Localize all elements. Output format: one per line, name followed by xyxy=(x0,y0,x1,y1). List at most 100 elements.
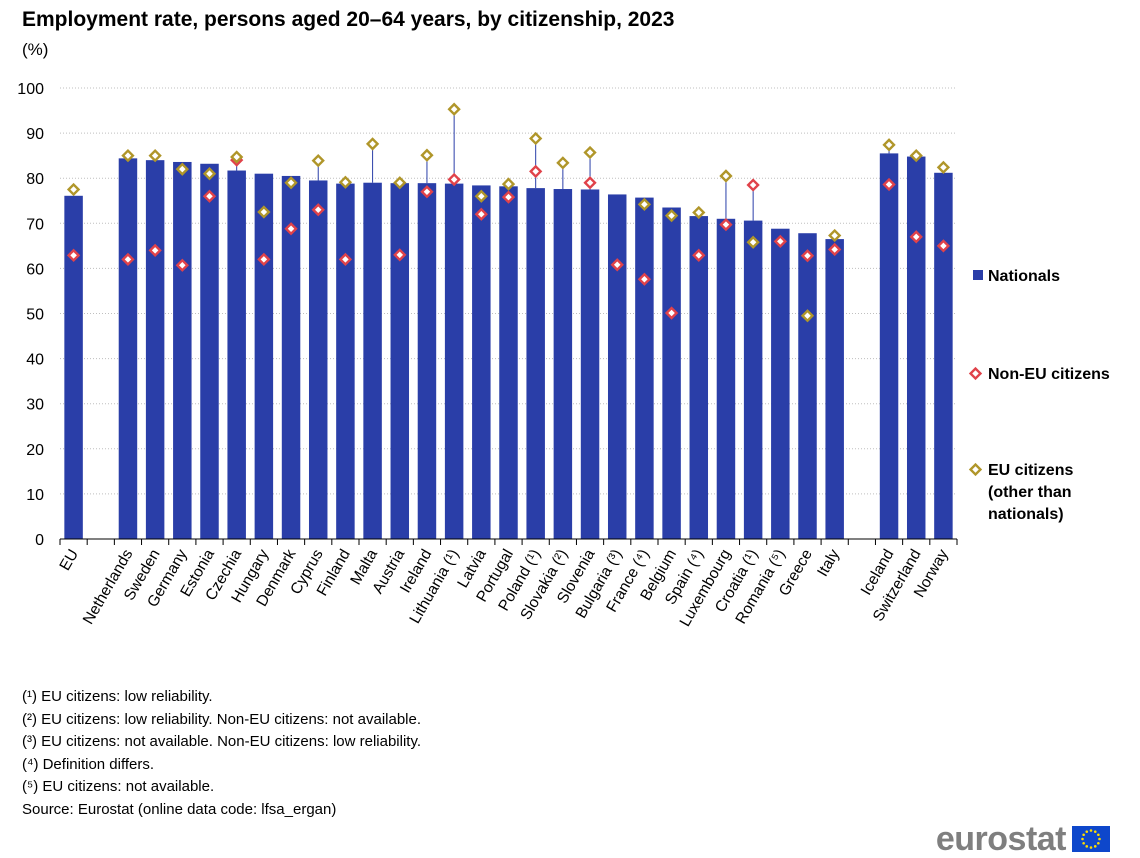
chart-unit-label: (%) xyxy=(22,40,49,59)
flag-star xyxy=(1097,841,1100,845)
marker-non-eu-poland xyxy=(529,164,543,179)
bar-croatia xyxy=(743,220,763,539)
marker-non-eu-iceland xyxy=(882,177,896,192)
marker-eu-cyprus xyxy=(311,153,325,168)
marker-non-eu-slovenia xyxy=(583,176,597,190)
flag-star xyxy=(1093,830,1097,833)
marker-eu-estonia xyxy=(202,167,217,181)
y-tick-label-80: 80 xyxy=(26,171,44,188)
y-tick-label-20: 20 xyxy=(26,442,44,459)
flag-star xyxy=(1085,830,1089,833)
bar-slovenia xyxy=(580,189,600,539)
marker-eu-lithuania xyxy=(447,102,461,116)
bar-slovakia xyxy=(553,189,573,540)
bar-czechia xyxy=(227,170,246,539)
eurostat-logo: eurostat xyxy=(936,822,1110,856)
marker-non-eu-latvia xyxy=(474,207,488,221)
marker-eu-slovakia xyxy=(556,156,570,170)
legend: Nationals Non-EU citizens EU citizens (o… xyxy=(968,268,1110,523)
marker-non-eu-estonia xyxy=(202,189,217,203)
bar-latvia xyxy=(472,185,491,539)
marker-eu-switzerland xyxy=(909,149,923,163)
y-tick-label-10: 10 xyxy=(26,487,44,504)
bar-malta xyxy=(363,182,382,539)
flag-star xyxy=(1093,845,1097,848)
y-tick-label-40: 40 xyxy=(26,352,44,369)
marker-eu-norway xyxy=(936,160,951,175)
marker-eu-portugal xyxy=(501,177,516,191)
legend-nationals-swatch xyxy=(973,270,983,280)
marker-eu-sweden xyxy=(148,149,162,163)
y-tick-label-0: 0 xyxy=(35,532,44,549)
marker-eu-belgium xyxy=(664,208,679,223)
legend-non-eu-marker xyxy=(968,366,983,381)
flag-star xyxy=(1082,833,1085,837)
marker-non-eu-spain xyxy=(692,248,706,262)
y-tick-label-90: 90 xyxy=(26,126,44,143)
marker-eu-greece xyxy=(800,309,815,323)
flag-star xyxy=(1081,837,1084,841)
marker-eu-malta xyxy=(365,137,380,151)
x-tick-label-italy: Italy xyxy=(814,546,843,579)
marker-eu-spain xyxy=(692,205,706,220)
bar-estonia xyxy=(200,163,219,539)
bar-iceland xyxy=(879,153,899,539)
footnote-3: (³) EU citizens: not available. Non-EU c… xyxy=(22,733,422,751)
marker-eu-eu xyxy=(66,182,81,197)
y-tick-label-70: 70 xyxy=(26,216,44,233)
bar-cyprus xyxy=(308,180,328,539)
marker-non-eu-lithuania xyxy=(447,172,461,187)
footnotes: (¹) EU citizens: low reliability. (²) EU… xyxy=(22,686,421,822)
bar-poland xyxy=(526,188,545,539)
bar-greece xyxy=(798,233,817,540)
bar-luxembourg xyxy=(716,218,736,540)
marker-eu-denmark xyxy=(284,176,298,190)
y-tick-label-30: 30 xyxy=(26,397,44,414)
marker-eu-netherlands xyxy=(121,149,135,163)
bar-portugal xyxy=(499,186,518,539)
marker-eu-iceland xyxy=(882,138,896,152)
bar-italy xyxy=(825,239,844,539)
marker-non-eu-croatia xyxy=(746,178,760,192)
footnote-2: (²) EU citizens: low reliability. Non-EU… xyxy=(22,710,422,728)
marker-non-eu-switzerland xyxy=(909,230,923,244)
marker-non-eu-bulgaria xyxy=(610,258,624,272)
marker-eu-italy xyxy=(828,228,842,243)
x-tick-label-eu: EU xyxy=(57,547,82,574)
y-tick-label-50: 50 xyxy=(26,307,44,324)
bar-finland xyxy=(336,183,355,539)
legend-nationals-label: Nationals xyxy=(988,268,1060,285)
employment-rate-chart: 0102030405060708090100EUNetherlandsSwede… xyxy=(17,81,1110,630)
footnote-4: (⁴) Definition differs. xyxy=(22,755,155,773)
flag-star xyxy=(1082,841,1085,845)
marker-non-eu-denmark xyxy=(284,222,298,236)
bar-eu xyxy=(64,195,83,539)
bar-hungary xyxy=(254,173,274,539)
bar-sweden xyxy=(145,160,165,539)
marker-non-eu-ireland xyxy=(420,185,434,199)
eu-flag-icon xyxy=(1072,826,1110,852)
bar-switzerland xyxy=(906,156,926,539)
bar-romania xyxy=(771,228,790,539)
marker-non-eu-belgium xyxy=(664,306,679,320)
marker-eu-finland xyxy=(338,175,353,189)
marker-eu-luxembourg xyxy=(719,169,733,183)
axes xyxy=(59,538,958,545)
marker-eu-poland xyxy=(529,131,543,146)
bar-france xyxy=(635,197,654,539)
flag-star xyxy=(1098,837,1101,841)
flag-star xyxy=(1089,846,1093,849)
legend-eu-label-line1: EU citizens xyxy=(988,462,1073,479)
marker-non-eu-norway xyxy=(936,239,951,253)
marker-non-eu-romania xyxy=(773,234,787,248)
eurostat-wordmark: eurostat xyxy=(935,820,1067,858)
marker-eu-czechia xyxy=(230,150,244,164)
source-note: Source: Eurostat (online data code: lfsa… xyxy=(22,800,337,818)
flag-star xyxy=(1089,829,1093,832)
marker-non-eu-austria xyxy=(393,248,407,262)
legend-eu-label-line3: nationals) xyxy=(988,506,1064,523)
y-tick-label-60: 60 xyxy=(26,261,44,278)
marker-non-eu-greece xyxy=(800,249,815,263)
bar-ireland xyxy=(417,183,437,539)
marker-eu-croatia xyxy=(746,235,760,249)
